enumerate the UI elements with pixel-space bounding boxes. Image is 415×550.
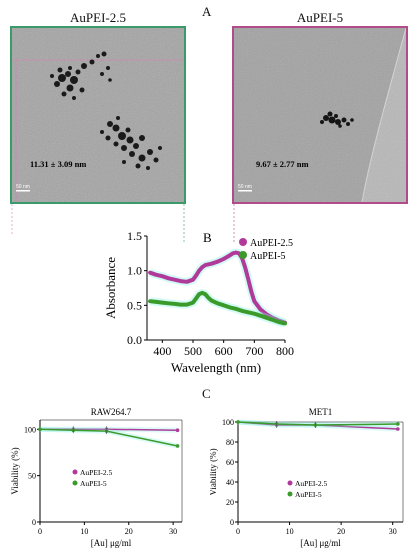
chart-title: RAW264.7 (91, 407, 132, 417)
y-axis-label: Absorbance (103, 257, 118, 319)
legend-label: AuPEI-2.5 (250, 238, 293, 249)
viability-chart-raw264-7: RAW264.7 0 50 100 0 10 20 30 [Au] μg/ml Viability… (10, 407, 183, 548)
x-axis-label: Wavelength (nm) (171, 360, 261, 375)
x-tick-label: 0 (236, 527, 240, 536)
connector-lines (11, 204, 235, 242)
y-tick-label: 100 (24, 425, 36, 434)
legend-label: AuPEI-5 (250, 251, 286, 262)
x-axis-label: [Au] μg/ml (300, 538, 341, 548)
x-tick-label: 30 (169, 527, 177, 536)
y-tick-label: 80 (226, 438, 234, 447)
data-point (38, 427, 42, 432)
tem-right-size: 9.67 ± 2.77 nm (256, 159, 309, 169)
x-tick-label: 0 (38, 527, 42, 536)
nanoparticle-cluster-b (320, 111, 354, 128)
y-tick-label: 50 (28, 472, 36, 481)
tem-image-aupei-5: 9.67 ± 2.77 nm 50 nm (232, 26, 408, 204)
x-tick-label: 10 (80, 527, 88, 536)
x-tick-label: 20 (125, 527, 133, 536)
y-tick-label: 40 (226, 478, 234, 487)
chart-title: MET1 (309, 407, 333, 417)
legend-marker (72, 480, 78, 486)
y-tick-label: 100 (222, 418, 234, 427)
panel-label-a: A (202, 4, 212, 19)
legend-label: AuPEI-5 (80, 479, 107, 488)
series-line-aupei-5 (148, 290, 287, 326)
data-point (175, 444, 180, 448)
tem-right-scale-label: 50 nm (238, 184, 252, 190)
y-tick-label: 0 (230, 518, 234, 527)
tem-left-scale-label: 50 nm (16, 184, 30, 190)
legend-label: AuPEI-2.5 (80, 468, 113, 477)
absorbance-chart: B 0.0 0.5 1.0 1.5 400 500 600 700 800 Wavelength (… (103, 229, 294, 375)
tem-left-size: 11.31 ± 3.09 nm (30, 159, 86, 169)
legend-marker (287, 480, 293, 486)
x-tick-label: 400 (153, 344, 171, 358)
series-line-aupei-5 (39, 428, 178, 447)
x-tick-label: 800 (276, 344, 294, 358)
y-tick-label: 0 (32, 518, 36, 527)
y-tick-label: 0.5 (127, 298, 142, 312)
tem-left-title: AuPEI-2.5 (70, 10, 126, 25)
y-axis-label: Viability (%) (210, 448, 218, 495)
series-line-aupei-5 (237, 421, 398, 426)
tem-image-aupei-2-5: 11.31 ± 3.09 nm 50 nm (10, 26, 186, 204)
data-point (236, 420, 240, 424)
x-tick-label: 500 (184, 344, 202, 358)
y-tick-label: 1.0 (127, 264, 142, 278)
legend-marker (287, 491, 293, 497)
legend-marker (239, 238, 247, 246)
legend-marker (239, 251, 247, 259)
y-axis-label: Viability (%) (10, 447, 20, 494)
panel-label-c: C (202, 386, 211, 401)
legend-label: AuPEI-2.5 (295, 479, 328, 488)
legend-label: AuPEI-5 (295, 490, 322, 499)
legend-marker (72, 469, 78, 475)
y-tick-label: 20 (226, 498, 234, 507)
y-tick-label: 0.0 (127, 333, 142, 347)
nanoparticle-cluster-a (50, 51, 162, 170)
x-tick-label: 600 (215, 344, 233, 358)
tem-right-title: AuPEI-5 (296, 10, 344, 25)
x-tick-label: 700 (245, 344, 263, 358)
y-tick-label: 1.5 (127, 229, 142, 243)
panel-label-b: B (203, 230, 212, 245)
y-tick-label: 60 (226, 458, 234, 467)
x-tick-label: 20 (337, 527, 345, 536)
x-tick-label: 30 (389, 527, 397, 536)
x-tick-label: 10 (286, 527, 294, 536)
data-point (175, 428, 180, 432)
series-line-aupei-2-5 (148, 250, 287, 325)
x-axis-label: [Au] μg/ml (91, 538, 132, 548)
data-point (396, 427, 400, 431)
data-point (396, 422, 400, 426)
viability-chart-met1: MET1 0 20 40 60 80 100 0 10 20 30 [Au] μg/ml Viabili… (210, 407, 404, 548)
